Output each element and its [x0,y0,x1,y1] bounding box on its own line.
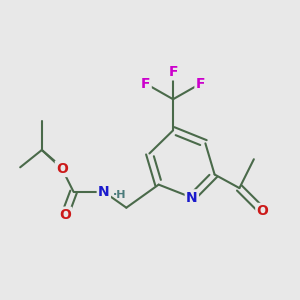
Text: O: O [59,208,71,222]
Text: F: F [168,65,178,79]
Text: N: N [98,185,110,199]
Text: O: O [56,162,68,176]
Text: O: O [256,204,268,218]
Text: F: F [196,77,205,91]
Text: ·H: ·H [112,190,126,200]
Text: N: N [186,190,198,205]
Text: F: F [141,77,150,91]
